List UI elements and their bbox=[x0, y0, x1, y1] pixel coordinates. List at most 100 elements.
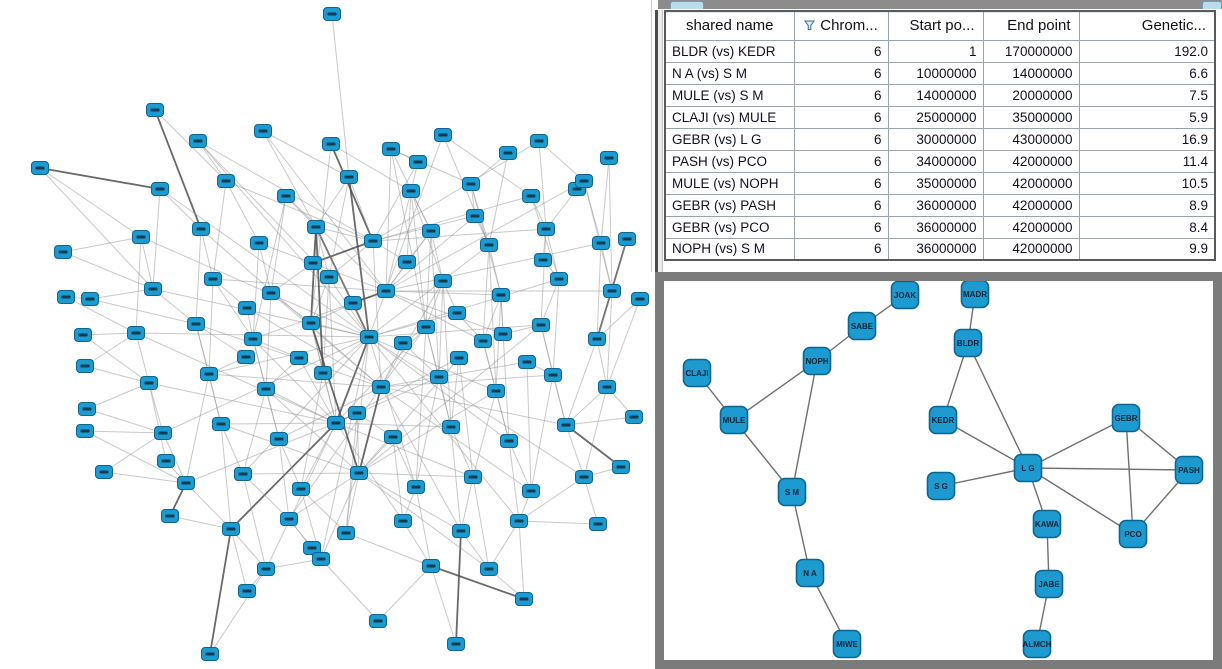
table-cell[interactable]: 14000000 bbox=[982, 61, 1080, 85]
network-node[interactable] bbox=[364, 234, 382, 248]
network-node[interactable] bbox=[612, 460, 630, 474]
network-node[interactable] bbox=[280, 512, 298, 526]
table-left-scrollbar[interactable] bbox=[655, 10, 663, 274]
network-node[interactable] bbox=[447, 637, 465, 651]
table-cell[interactable]: 36000000 bbox=[887, 237, 984, 261]
network-node[interactable] bbox=[422, 559, 440, 573]
network-node[interactable] bbox=[360, 330, 378, 344]
table-cell[interactable]: 7.5 bbox=[1078, 83, 1216, 107]
table-cell[interactable]: 6 bbox=[793, 171, 889, 195]
table-cell[interactable]: 8.4 bbox=[1078, 215, 1216, 239]
network-node[interactable] bbox=[314, 366, 332, 380]
network-node[interactable] bbox=[312, 552, 330, 566]
column-header[interactable]: Chrom... bbox=[793, 10, 889, 41]
network-node[interactable] bbox=[494, 327, 512, 341]
network-node[interactable] bbox=[510, 514, 528, 528]
table-cell[interactable]: 6 bbox=[793, 61, 889, 85]
network-node[interactable]: PASH bbox=[1174, 455, 1204, 485]
table-row[interactable]: CLAJI (vs) MULE 6 25000000 35000000 5.9 bbox=[664, 105, 1216, 129]
network-node[interactable] bbox=[200, 367, 218, 381]
network-node[interactable]: N A bbox=[795, 558, 825, 588]
column-header[interactable]: Start po... bbox=[887, 10, 984, 41]
network-node[interactable] bbox=[631, 292, 649, 306]
network-node[interactable] bbox=[394, 336, 412, 350]
network-node[interactable] bbox=[222, 522, 240, 536]
table-row[interactable]: GEBR (vs) PASH 6 36000000 42000000 8.9 bbox=[664, 193, 1216, 217]
table-cell[interactable]: 42000000 bbox=[982, 149, 1080, 173]
network-node[interactable] bbox=[337, 526, 355, 540]
network-node[interactable] bbox=[487, 384, 505, 398]
network-node[interactable] bbox=[544, 368, 562, 382]
network-node[interactable] bbox=[292, 482, 310, 496]
network-node[interactable] bbox=[402, 184, 420, 198]
network-node[interactable] bbox=[382, 142, 400, 156]
table-cell[interactable]: GEBR (vs) PCO bbox=[664, 215, 795, 239]
network-node[interactable] bbox=[600, 151, 618, 165]
network-node[interactable] bbox=[398, 255, 416, 269]
network-node[interactable]: GEBR bbox=[1111, 403, 1141, 433]
network-node[interactable] bbox=[407, 480, 425, 494]
table-cell[interactable]: 6 bbox=[793, 215, 889, 239]
network-edge[interactable] bbox=[1027, 467, 1190, 471]
network-node[interactable] bbox=[430, 370, 448, 384]
network-node[interactable] bbox=[575, 470, 593, 484]
network-node[interactable] bbox=[480, 562, 498, 576]
scrollbar-thumb-left[interactable] bbox=[670, 1, 704, 9]
network-node[interactable] bbox=[146, 103, 164, 117]
network-node[interactable]: MIWE bbox=[832, 629, 862, 659]
network-node[interactable] bbox=[492, 288, 510, 302]
network-node[interactable]: S M bbox=[777, 477, 807, 507]
network-node[interactable]: KAWA bbox=[1032, 509, 1062, 539]
network-node[interactable] bbox=[140, 376, 158, 390]
table-cell[interactable]: 6 bbox=[793, 39, 889, 63]
network-node[interactable] bbox=[76, 359, 94, 373]
network-node[interactable] bbox=[189, 134, 207, 148]
network-node[interactable]: BLDR bbox=[953, 328, 983, 358]
table-cell[interactable]: 11.4 bbox=[1078, 149, 1216, 173]
network-node[interactable] bbox=[530, 134, 548, 148]
network-node[interactable] bbox=[303, 541, 321, 555]
network-node[interactable] bbox=[592, 236, 610, 250]
network-node[interactable] bbox=[588, 332, 606, 346]
network-node[interactable] bbox=[448, 306, 466, 320]
network-node[interactable] bbox=[348, 406, 366, 420]
table-cell[interactable]: 25000000 bbox=[887, 105, 984, 129]
table-row[interactable]: NOPH (vs) S M 6 36000000 42000000 9.9 bbox=[664, 237, 1216, 261]
network-node[interactable] bbox=[132, 230, 150, 244]
network-node[interactable] bbox=[575, 174, 593, 188]
table-cell[interactable]: 36000000 bbox=[887, 215, 984, 239]
column-header[interactable]: Genetic... bbox=[1078, 10, 1216, 41]
network-node[interactable] bbox=[54, 245, 72, 259]
table-cell[interactable]: 8.9 bbox=[1078, 193, 1216, 217]
table-cell[interactable]: 9.9 bbox=[1078, 237, 1216, 261]
network-node[interactable] bbox=[187, 317, 205, 331]
network-node[interactable]: NOPH bbox=[802, 346, 832, 376]
table-row[interactable]: GEBR (vs) L G 6 30000000 43000000 16.9 bbox=[664, 127, 1216, 151]
network-node[interactable] bbox=[217, 174, 235, 188]
network-node[interactable] bbox=[422, 224, 440, 238]
network-edge[interactable] bbox=[967, 342, 1029, 469]
network-node[interactable] bbox=[212, 417, 230, 431]
network-node[interactable] bbox=[177, 476, 195, 490]
network-node[interactable] bbox=[81, 292, 99, 306]
network-node[interactable] bbox=[350, 466, 368, 480]
network-node[interactable] bbox=[434, 274, 452, 288]
network-node[interactable] bbox=[234, 467, 252, 481]
table-cell[interactable]: 5.9 bbox=[1078, 105, 1216, 129]
table-cell[interactable]: GEBR (vs) PASH bbox=[664, 193, 795, 217]
table-cell[interactable]: N A (vs) S M bbox=[664, 61, 795, 85]
table-cell[interactable]: BLDR (vs) KEDR bbox=[664, 39, 795, 63]
table-row[interactable]: BLDR (vs) KEDR 6 1 170000000 192.0 bbox=[664, 39, 1216, 63]
network-node[interactable] bbox=[480, 238, 498, 252]
network-node[interactable] bbox=[625, 410, 643, 424]
network-node[interactable]: L G bbox=[1013, 453, 1043, 483]
network-node[interactable] bbox=[394, 514, 412, 528]
network-node[interactable] bbox=[340, 170, 358, 184]
network-node[interactable] bbox=[257, 562, 275, 576]
table-cell[interactable]: 16.9 bbox=[1078, 127, 1216, 151]
table-cell[interactable]: 6 bbox=[793, 237, 889, 261]
network-node[interactable] bbox=[515, 592, 533, 606]
network-node[interactable] bbox=[372, 380, 390, 394]
network-node[interactable] bbox=[144, 282, 162, 296]
network-node[interactable] bbox=[322, 137, 340, 151]
